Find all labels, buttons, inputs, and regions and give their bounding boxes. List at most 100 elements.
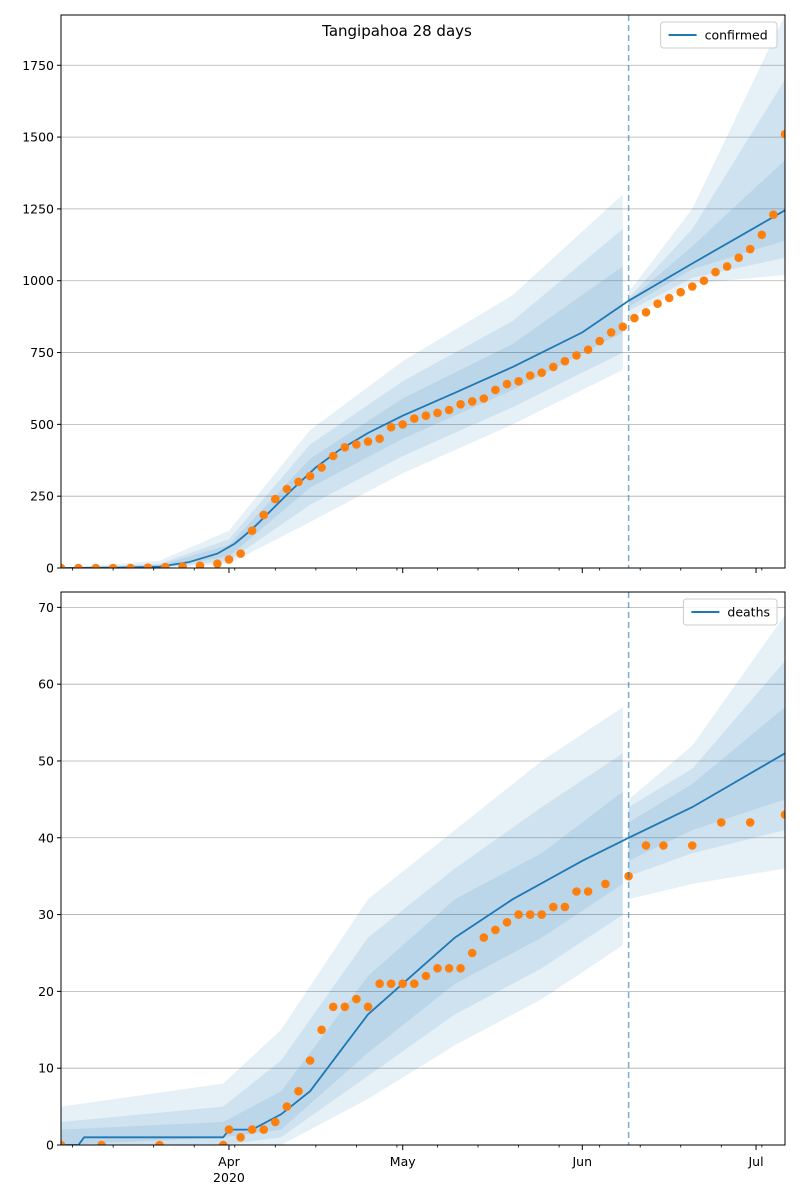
observed-point [444,964,454,973]
observed-point [734,253,743,262]
observed-point [618,322,628,332]
observed-point [224,1125,234,1134]
y-tick-label: 500 [30,417,54,432]
y-tick-label: 0 [46,561,54,576]
observed-point [352,994,361,1004]
observed-point [224,555,234,564]
series-confirmed-line [61,209,785,568]
observed-point [294,1086,303,1096]
observed-point [467,397,477,406]
legend-label: deaths [727,605,770,620]
observed-point [549,362,558,372]
observed-point [108,563,118,568]
observed-point [572,351,581,360]
observed-point [583,887,593,896]
band-middle [628,661,785,877]
observed-point [161,562,170,568]
band-inner [61,791,623,1145]
plot-area [61,15,785,568]
observed-point [444,405,454,415]
observed-point [549,902,558,912]
observed-point [259,1125,269,1134]
x-tick-label: Jun [572,1154,593,1169]
observed-point [688,841,697,850]
y-tick-label: 750 [30,345,54,360]
observed-point [641,841,651,850]
observed-point [606,328,616,337]
observed-point [410,414,419,423]
observed-point [178,562,187,568]
observed-point [456,400,465,409]
observed-point [653,299,662,309]
observed-point [491,925,500,935]
y-tick-label: 1750 [22,58,54,73]
band-outer [61,707,623,1145]
observed-point [717,818,726,827]
observed-point [630,313,639,323]
band-outer [61,194,623,568]
observed-point [711,267,720,277]
observed-point [525,910,535,919]
y-tick-label: 0 [46,1138,54,1153]
series-deaths-line [61,752,785,1145]
observed-point [386,979,396,988]
observed-point [664,293,674,303]
y-tick-label: 70 [38,600,54,615]
plot-area [61,615,785,1145]
observed-point [247,526,257,535]
observed-point [421,971,431,981]
observed-point [537,368,546,378]
observed-point [126,563,135,568]
observed-point [479,933,489,942]
y-tick-label: 50 [38,753,54,768]
observed-point [676,287,685,297]
y-tick-label: 1000 [22,273,54,288]
observed-point [583,345,593,355]
legend: confirmed [660,21,778,49]
band-middle [628,79,785,311]
observed-point [514,377,523,386]
observed-point [236,549,245,558]
observed-point [155,1140,164,1145]
observed-point [328,1002,338,1012]
band-outer [628,15,785,319]
observed-point [328,451,338,461]
observed-point [340,1002,350,1012]
y-tick-label: 40 [38,830,54,845]
y-tick-label: 30 [38,907,54,922]
observed-point [247,1125,257,1134]
y-tick-label: 10 [38,1061,54,1076]
x-tick-label: May [390,1154,416,1169]
observed-point [560,356,570,366]
observed-point [97,1140,106,1145]
observed-point [218,1140,228,1145]
observed-point [305,1056,315,1065]
observed-point [433,964,442,973]
observed-point [259,510,269,520]
observed-point [641,308,651,317]
observed-point [317,1025,326,1035]
observed-point [195,561,205,568]
observed-point [595,336,604,346]
observed-point [780,810,785,819]
observed-point [271,494,280,504]
band-inner [628,160,785,307]
observed-point [386,422,396,432]
y-tick-label: 250 [30,489,54,504]
observed-point [722,262,732,271]
observed-point [502,918,512,927]
observed-point [375,979,384,988]
confirmed-chart: 0 250 500 750 1000 1250 1500 1750 confirmed [22,14,786,576]
legend-box [660,21,778,49]
observed-point [61,1140,66,1145]
band-outer [628,615,785,900]
legend: deaths [682,598,778,626]
observed-point [479,394,489,403]
observed-point [537,910,546,919]
y-tick-label: 20 [38,984,54,999]
observed-point [317,463,326,472]
observed-point [213,559,222,568]
observed-point [514,910,523,919]
y-tick-label: 1250 [22,201,54,216]
